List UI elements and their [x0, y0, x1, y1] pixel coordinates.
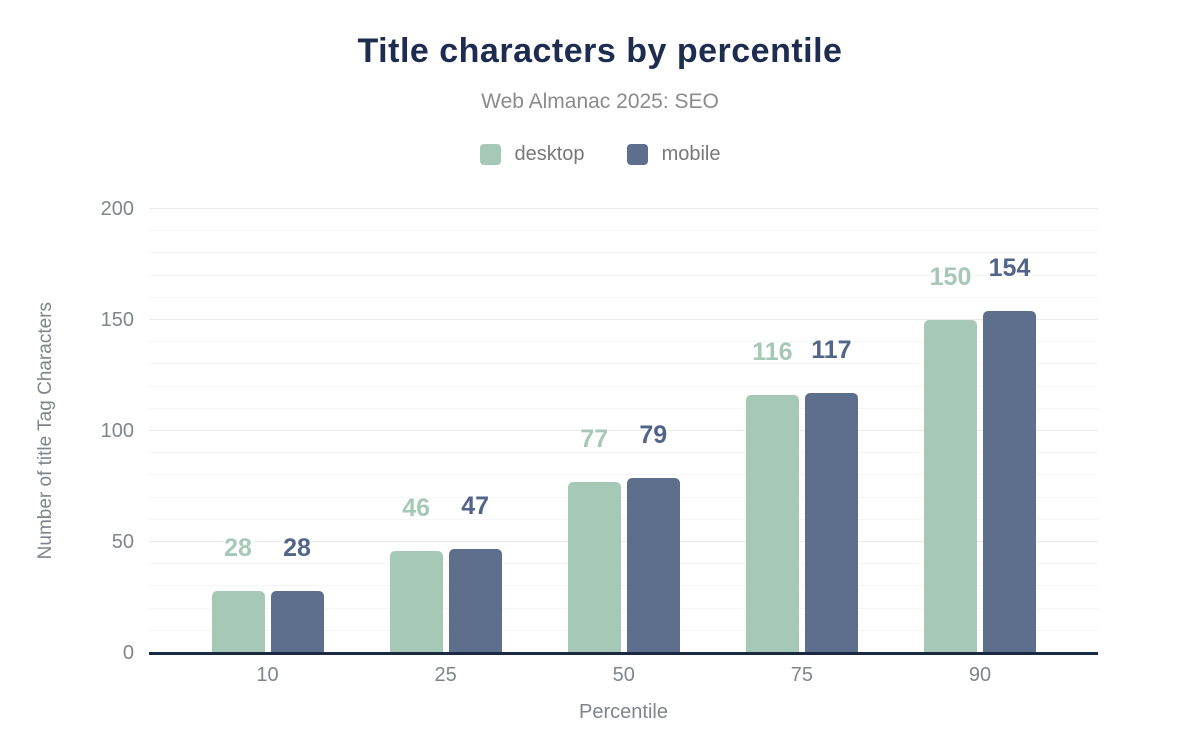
value-label-mobile-p50: 79	[639, 420, 668, 449]
minor-grid-line-80	[149, 474, 1098, 476]
value-label-mobile-p10: 28	[283, 533, 311, 562]
bar-mobile-p50	[626, 477, 680, 653]
plot-area: 28 28 46 47 77 79 116 117 150 154	[149, 208, 1098, 653]
x-tick-label-10: 10	[256, 664, 279, 686]
minor-grid-line-130	[149, 363, 1098, 365]
bar-desktop-p90	[924, 320, 977, 653]
major-grid-line-50	[149, 541, 1098, 542]
minor-grid-line-30	[149, 585, 1098, 587]
bar-desktop-p10	[211, 590, 265, 653]
minor-grid-line-60	[149, 518, 1098, 520]
y-tick-label-150: 150	[100, 309, 134, 331]
y-tick-label-200: 200	[100, 198, 134, 220]
minor-grid-line-180	[149, 252, 1098, 254]
bar-desktop-p75	[745, 395, 799, 653]
minor-grid-line-160	[149, 296, 1098, 298]
x-tick-label-75: 75	[790, 664, 813, 686]
minor-grid-line-120	[149, 385, 1098, 387]
legend-swatch-mobile	[626, 144, 648, 165]
bar-mobile-p75	[804, 393, 858, 653]
chart-subtitle: Web Almanac 2025: SEO	[481, 90, 719, 113]
x-tick-label-25: 25	[434, 664, 457, 686]
x-tick-label-90: 90	[968, 664, 992, 686]
x-tick-label-50: 50	[612, 664, 635, 686]
value-label-desktop-p75: 116	[752, 338, 793, 367]
minor-grid-line-10	[149, 629, 1098, 631]
legend-item-desktop[interactable]: desktop	[479, 143, 585, 166]
minor-grid-line-170	[149, 274, 1098, 276]
value-label-desktop-p50: 77	[580, 425, 609, 454]
bar-desktop-p50	[567, 482, 621, 653]
legend-label-desktop: desktop	[514, 143, 585, 165]
y-tick-label-0: 0	[122, 642, 134, 664]
minor-grid-line-20	[149, 607, 1098, 609]
bar-mobile-p10	[270, 590, 324, 653]
major-grid-line-200	[149, 208, 1098, 209]
value-label-mobile-p75: 117	[811, 336, 852, 365]
bar-mobile-p25	[448, 548, 502, 653]
minor-grid-line-110	[149, 407, 1098, 409]
major-grid-line-100	[149, 430, 1098, 431]
minor-grid-line-40	[149, 563, 1098, 565]
value-label-mobile-p25: 47	[461, 491, 490, 520]
minor-grid-line-70	[149, 496, 1098, 498]
x-axis-title: Percentile	[579, 701, 668, 723]
legend-item-mobile[interactable]: mobile	[626, 143, 721, 166]
legend-swatch-desktop	[479, 144, 501, 165]
minor-grid-line-190	[149, 230, 1098, 232]
value-label-desktop-p10: 28	[224, 533, 252, 562]
value-label-mobile-p90: 154	[988, 254, 1031, 283]
chart-title: Title characters by percentile	[357, 32, 843, 70]
legend-label-mobile: mobile	[661, 143, 721, 165]
minor-grid-line-90	[149, 452, 1098, 454]
value-label-desktop-p90: 150	[929, 263, 972, 291]
y-tick-label-50: 50	[111, 531, 134, 553]
major-grid-line-150	[149, 319, 1098, 320]
bar-mobile-p90	[983, 311, 1036, 653]
x-axis-line	[149, 652, 1098, 655]
y-tick-label-100: 100	[100, 420, 134, 442]
minor-grid-line-140	[149, 341, 1098, 343]
legend: desktop mobile	[0, 143, 1200, 166]
bar-desktop-p25	[389, 550, 443, 653]
value-label-desktop-p25: 46	[402, 493, 431, 522]
